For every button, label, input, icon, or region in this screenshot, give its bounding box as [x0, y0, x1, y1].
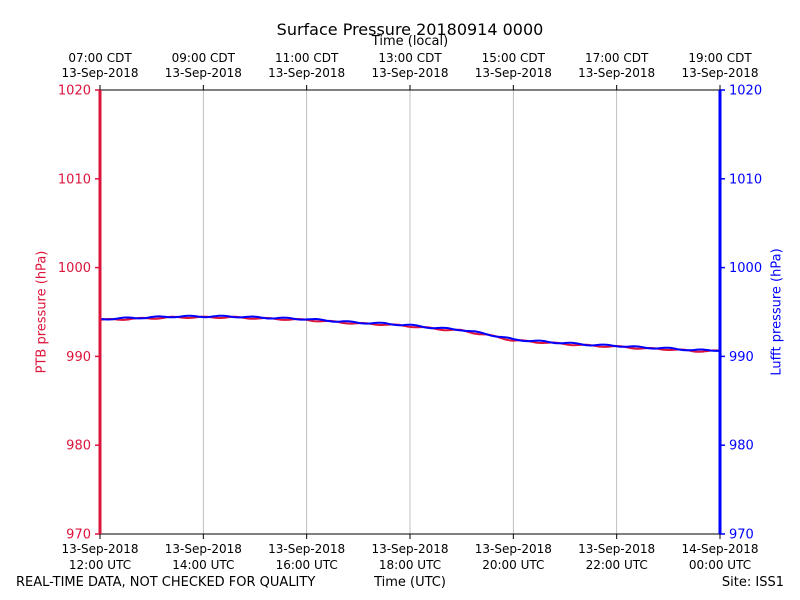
series-line-lufft: [99, 314, 721, 352]
top-x-tick-date: 13-Sep-2018: [61, 66, 138, 80]
top-x-tick-time: 07:00 CDT: [68, 51, 132, 65]
chart-title: Surface Pressure 20180914 0000: [276, 20, 544, 39]
right-y-tick-label: 1010: [729, 172, 762, 187]
top-x-tick-time: 13:00 CDT: [378, 51, 442, 65]
bottom-x-tick-time: 18:00 UTC: [379, 558, 441, 572]
top-x-tick-date: 13-Sep-2018: [475, 66, 552, 80]
left-y-tick-label: 1020: [58, 84, 91, 99]
top-x-tick-date: 13-Sep-2018: [578, 66, 655, 80]
bottom-x-tick-date: 13-Sep-2018: [475, 542, 552, 556]
top-x-tick-time: 19:00 CDT: [688, 51, 752, 65]
bottom-x-tick-time: 14:00 UTC: [172, 558, 234, 572]
right-y-tick-label: 1020: [729, 84, 762, 99]
right-y-tick-label: 970: [729, 528, 754, 543]
right-y-axis-label: Lufft pressure (hPa): [769, 248, 785, 376]
left-y-tick-label: 990: [66, 350, 91, 365]
quality-disclaimer: REAL-TIME DATA, NOT CHECKED FOR QUALITY: [16, 575, 316, 590]
top-x-tick-date: 13-Sep-2018: [371, 66, 448, 80]
bottom-x-tick-date: 13-Sep-2018: [165, 542, 242, 556]
bottom-x-tick-date: 14-Sep-2018: [681, 542, 758, 556]
left-y-tick-label: 1000: [58, 261, 91, 276]
left-y-axis-label: PTB pressure (hPa): [34, 250, 50, 374]
top-x-tick-time: 17:00 CDT: [585, 51, 649, 65]
tick-labels: 970 970 980 980 990 990 1000 1000 1010 1010 1020 10…: [58, 51, 762, 572]
top-x-tick-time: 11:00 CDT: [275, 51, 339, 65]
axes: [95, 85, 725, 539]
right-y-tick-label: 980: [729, 439, 754, 454]
grid-lines: [202, 90, 618, 534]
bottom-x-tick-time: 00:00 UTC: [689, 558, 751, 572]
bottom-x-tick-date: 13-Sep-2018: [578, 542, 655, 556]
top-x-tick-time: 15:00 CDT: [482, 51, 546, 65]
top-x-axis-label: Time (local): [371, 34, 449, 49]
top-x-tick-date: 13-Sep-2018: [681, 66, 758, 80]
bottom-x-tick-date: 13-Sep-2018: [61, 542, 138, 556]
left-y-tick-label: 1010: [58, 172, 91, 187]
top-x-tick-date: 13-Sep-2018: [165, 66, 242, 80]
top-x-tick-time: 09:00 CDT: [172, 51, 236, 65]
left-y-tick-label: 970: [66, 528, 91, 543]
left-y-tick-label: 980: [66, 439, 91, 454]
bottom-x-tick-time: 22:00 UTC: [586, 558, 648, 572]
bottom-x-tick-time: 12:00 UTC: [69, 558, 131, 572]
bottom-x-axis-label: Time (UTC): [374, 575, 446, 590]
series-lines: [99, 314, 721, 353]
bottom-x-tick-date: 13-Sep-2018: [371, 542, 448, 556]
right-y-tick-label: 990: [729, 350, 754, 365]
bottom-x-tick-time: 16:00 UTC: [276, 558, 338, 572]
top-x-tick-date: 13-Sep-2018: [268, 66, 345, 80]
right-y-tick-label: 1000: [729, 261, 762, 276]
bottom-x-tick-date: 13-Sep-2018: [268, 542, 345, 556]
site-label: Site: ISS1: [721, 575, 784, 590]
bottom-x-tick-time: 20:00 UTC: [482, 558, 544, 572]
